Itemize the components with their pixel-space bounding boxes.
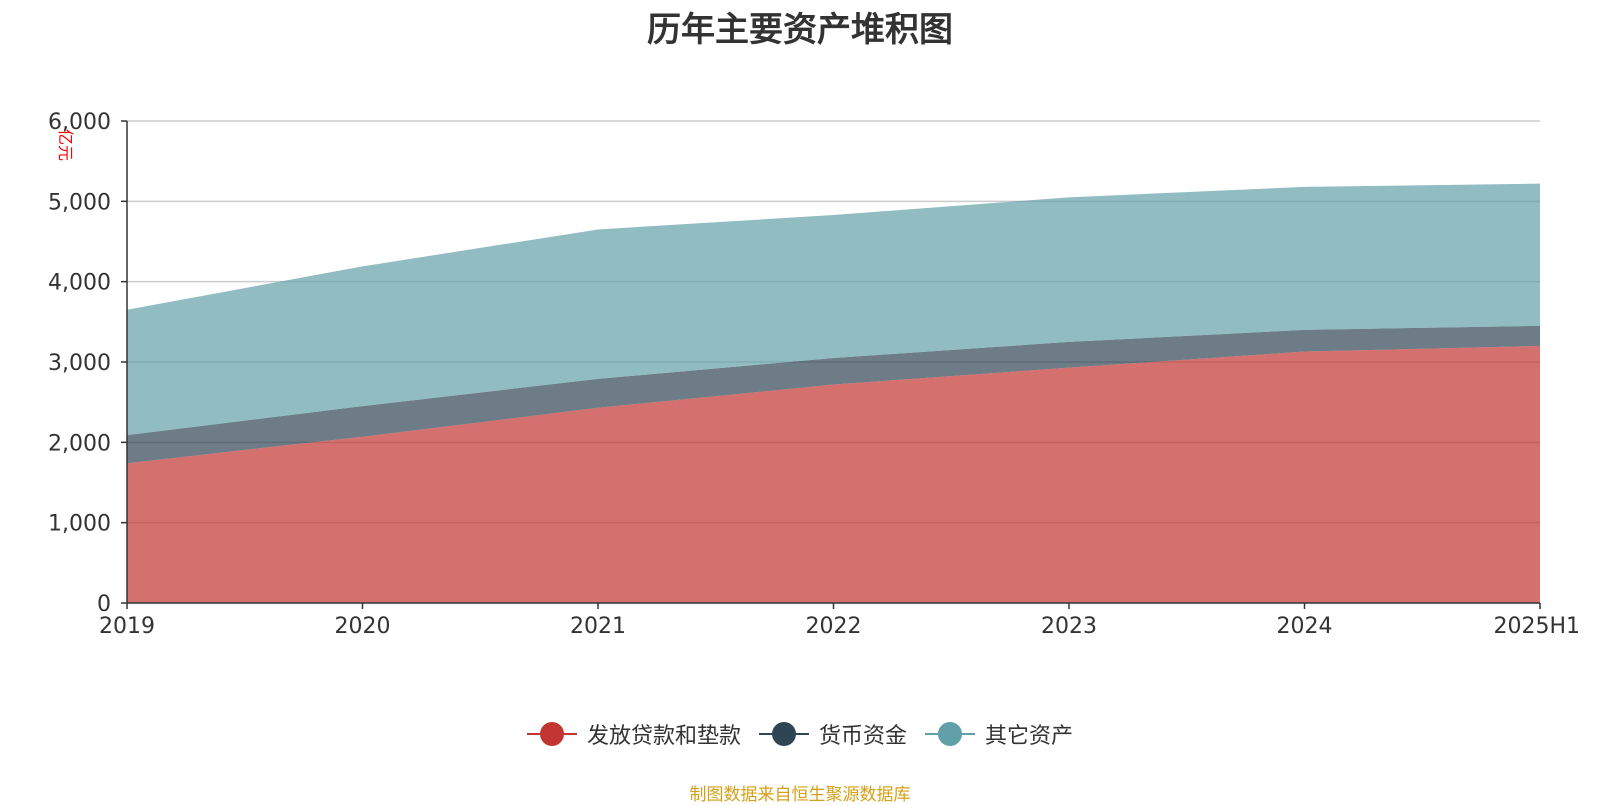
legend-item[interactable]: 货币资金 [758, 718, 907, 750]
legend-label: 其它资产 [985, 724, 1074, 749]
x-tick-label: 2025H1 [1493, 614, 1580, 639]
y-tick-label: 1,000 [48, 512, 111, 537]
legend-label: 发放贷款和垫款 [586, 724, 741, 749]
legend-marker-dot [938, 722, 962, 746]
chart-title: 历年主要资产堆积图 [647, 10, 953, 50]
legend-item[interactable]: 其它资产 [925, 718, 1073, 750]
legend-item[interactable]: 发放贷款和垫款 [526, 718, 741, 750]
area-series-2 [127, 325, 1540, 464]
x-tick-label: 2022 [806, 614, 862, 639]
y-axis-unit-label: 亿元 [56, 129, 75, 161]
legend-marker-icon [758, 722, 809, 746]
x-tick-label: 2024 [1277, 614, 1333, 639]
legend: 发放贷款和垫款 货币资金 其它资产 [0, 718, 1600, 750]
y-tick-label: 2,000 [48, 431, 111, 456]
y-tick-label: 0 [97, 592, 111, 617]
y-tick-label: 4,000 [48, 271, 111, 296]
source-note: 制图数据来自恒生聚源数据库 [689, 785, 911, 805]
legend-label: 货币资金 [818, 724, 907, 749]
x-tick-label: 2019 [99, 614, 155, 639]
area-layer [127, 183, 1540, 603]
legend-marker-dot [539, 722, 564, 746]
legend-marker-icon [925, 722, 975, 746]
x-tick-label: 2021 [570, 614, 626, 639]
x-tick-label: 2020 [335, 614, 391, 639]
y-tick-label: 3,000 [48, 351, 111, 376]
x-tick-label: 2023 [1041, 614, 1097, 639]
axis-layer: 0 1,000 2,000 3,000 4,000 5,000 6,000 2019 2020 2… [48, 110, 1580, 639]
legend-marker-icon [526, 722, 577, 746]
legend-marker-dot [771, 722, 796, 746]
y-tick-label: 5,000 [48, 190, 111, 215]
area-series-1 [127, 345, 1540, 603]
area-series-3 [127, 183, 1540, 436]
y-tick-label: 6,000 [48, 110, 111, 135]
